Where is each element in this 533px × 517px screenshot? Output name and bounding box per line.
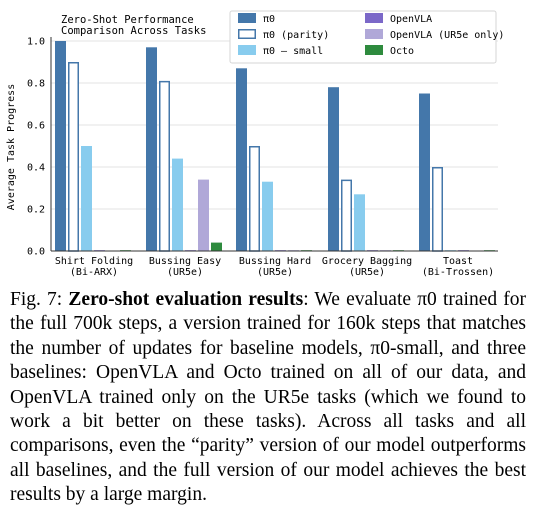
bar [198, 179, 209, 251]
legend-swatch [238, 29, 256, 39]
caption-label: Fig. 7: [10, 289, 63, 310]
legend-box [229, 10, 497, 64]
bar [249, 146, 260, 252]
legend-label: OpenVLA [390, 14, 432, 25]
y-tick-label: 0.6 [27, 121, 45, 132]
bar [55, 41, 66, 251]
x-tick-label: (UR5e) [257, 267, 293, 278]
gridlines [51, 40, 498, 252]
legend-swatch [365, 45, 383, 55]
caption-text: : We evaluate π0 trained for the full 70… [10, 289, 527, 506]
legend: π0 π0 (parity) π0 – small OpenVLA OpenVLA (U… [229, 10, 504, 64]
x-tick-label: (UR5e) [167, 267, 203, 278]
legend-label: π0 (parity) [263, 30, 329, 41]
x-tick-label: (UR5e) [349, 267, 385, 278]
legend-swatch [238, 13, 256, 23]
y-tick-label: 0.8 [27, 79, 45, 90]
legend-label: π0 [263, 14, 275, 25]
legend-label: OpenVLA (UR5e only) [390, 30, 504, 41]
bar [146, 47, 157, 251]
x-tick-label: Bussing Easy [149, 256, 221, 267]
legend-label: Octo [390, 46, 414, 57]
bar [211, 242, 222, 251]
x-tick-labels: Shirt Folding(Bi-ARX)Bussing Easy(UR5e)B… [55, 256, 494, 278]
y-tick-label: 0.4 [27, 163, 45, 174]
bar [159, 80, 170, 252]
x-tick-label: (Bi-ARX) [70, 267, 118, 278]
legend-label: π0 – small [263, 46, 323, 57]
bar [172, 158, 183, 251]
y-tick-label: 0.2 [27, 205, 45, 216]
bar [236, 68, 247, 251]
bar [328, 87, 339, 251]
bar [81, 146, 92, 251]
y-tick-label: 0.0 [27, 247, 45, 258]
bar [262, 181, 273, 251]
y-axis-label: Average Task Progress [6, 84, 17, 210]
x-tick-label: Toast [443, 256, 473, 267]
bar [68, 62, 79, 252]
y-tick-labels: 0.0 0.2 0.4 0.6 0.8 1.0 [27, 37, 45, 258]
x-tick-label: Bussing Hard [239, 256, 311, 267]
legend-swatch [365, 29, 383, 39]
axes [50, 37, 498, 252]
title-line: Zero-Shot Performance [61, 14, 194, 26]
bar [432, 167, 443, 252]
y-tick-label: 1.0 [27, 37, 45, 48]
bar [419, 93, 430, 251]
bar [341, 179, 352, 252]
x-tick-label: Grocery Bagging [322, 256, 412, 267]
x-tick-label: Shirt Folding [55, 256, 133, 267]
bar [354, 194, 365, 251]
title-line: Comparison Across Tasks [61, 25, 206, 37]
legend-swatch [238, 45, 256, 55]
x-tick-label: (Bi-Trossen) [422, 267, 494, 278]
legend-swatch [365, 13, 383, 23]
figure-caption: Fig. 7: Zero-shot evaluation results: We… [10, 288, 526, 508]
bars [55, 41, 495, 252]
caption-bold: Zero-shot evaluation results [68, 289, 304, 310]
zero-shot-bar-chart: 0.0 0.2 0.4 0.6 0.8 1.0 Shirt Folding(Bi-ARX)… [6, 10, 504, 278]
